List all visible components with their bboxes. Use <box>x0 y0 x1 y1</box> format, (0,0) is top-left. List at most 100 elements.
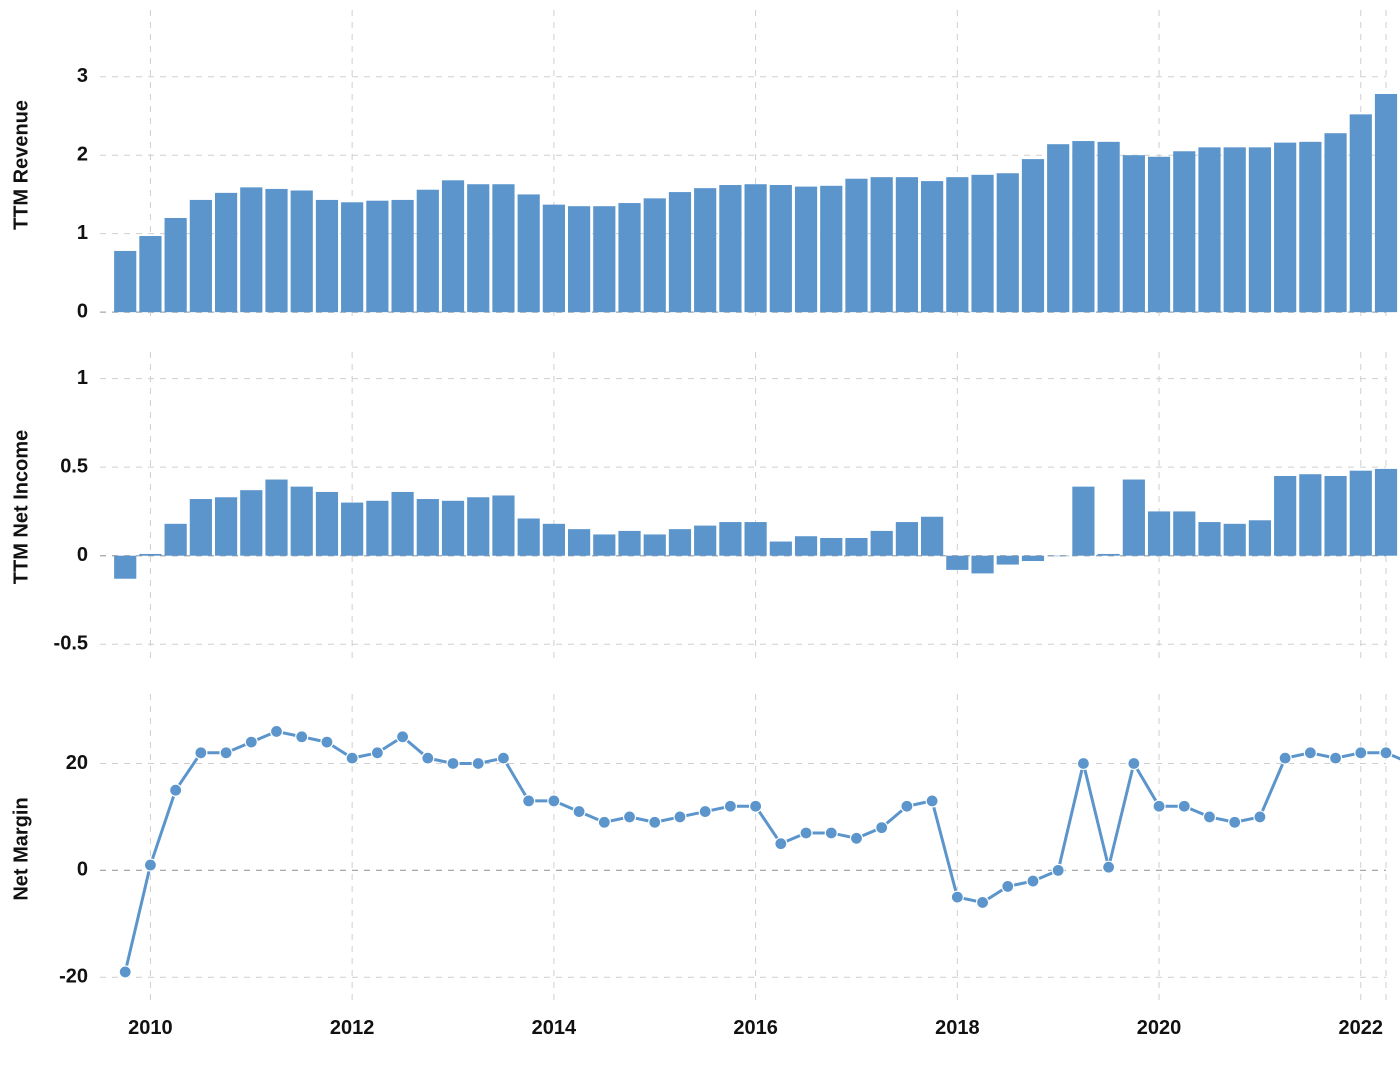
bar <box>871 177 893 312</box>
bar <box>694 526 716 556</box>
bar <box>770 185 792 312</box>
line-marker <box>422 752 434 764</box>
bar <box>1350 114 1372 312</box>
bar <box>795 536 817 555</box>
bar <box>845 538 867 556</box>
axis-title-margin: Net Margin <box>10 797 32 900</box>
bar <box>871 531 893 556</box>
bar <box>417 190 439 312</box>
line-marker <box>1380 747 1392 759</box>
bar <box>1148 511 1170 555</box>
bar <box>265 189 287 312</box>
chart-container: 0123TTM Revenue-0.500.51TTM Net Income -2… <box>0 0 1400 1070</box>
bar <box>593 534 615 555</box>
bar <box>1324 476 1346 556</box>
bar <box>316 492 338 556</box>
bar <box>946 177 968 312</box>
bar <box>1098 554 1120 556</box>
line-marker <box>170 784 182 796</box>
line-marker <box>1002 880 1014 892</box>
y-tick-label: 0 <box>77 859 88 881</box>
bar <box>391 492 413 556</box>
line-marker <box>977 896 989 908</box>
bar <box>215 193 237 312</box>
bar <box>618 203 640 312</box>
line-marker <box>195 747 207 759</box>
line-marker <box>220 747 232 759</box>
bar <box>492 184 514 312</box>
bar <box>1173 511 1195 555</box>
line-series <box>125 726 1400 972</box>
bar <box>1224 147 1246 312</box>
line-marker <box>1027 875 1039 887</box>
bar <box>518 519 540 556</box>
bar <box>1249 147 1271 312</box>
bar <box>1274 143 1296 313</box>
bar <box>694 188 716 312</box>
line-marker <box>674 811 686 823</box>
bar <box>1274 476 1296 556</box>
y-tick-label: -20 <box>59 966 88 988</box>
line-marker <box>649 816 661 828</box>
line-marker <box>523 795 535 807</box>
bar <box>618 531 640 556</box>
bar <box>240 490 262 556</box>
line-marker <box>825 827 837 839</box>
line-marker <box>598 816 610 828</box>
bar <box>366 201 388 312</box>
x-tick-label: 2020 <box>1137 1017 1182 1039</box>
line-marker <box>1355 747 1367 759</box>
bar <box>1047 556 1069 557</box>
bar <box>240 187 262 312</box>
line-marker <box>397 731 409 743</box>
bar <box>366 501 388 556</box>
bar <box>467 497 489 555</box>
bar <box>669 192 691 312</box>
x-tick-label: 2014 <box>532 1017 577 1039</box>
x-tick-label: 2012 <box>330 1017 375 1039</box>
bar <box>165 524 187 556</box>
bar <box>442 180 464 312</box>
bar <box>1022 556 1044 561</box>
line-marker <box>573 806 585 818</box>
panel-netincome: -0.500.51TTM Net Income <box>10 352 1400 662</box>
y-tick-label: 1 <box>77 222 88 244</box>
bar <box>1123 155 1145 312</box>
line-marker <box>1153 800 1165 812</box>
bar <box>543 205 565 313</box>
bar <box>543 524 565 556</box>
bar <box>1072 141 1094 312</box>
bar <box>1148 157 1170 312</box>
bar <box>795 187 817 313</box>
bar <box>971 556 993 574</box>
bar <box>518 194 540 312</box>
bar <box>165 218 187 312</box>
y-tick-label: 3 <box>77 65 88 87</box>
bar <box>215 497 237 555</box>
bar <box>417 499 439 556</box>
line-marker <box>1103 861 1115 873</box>
line-marker <box>775 838 787 850</box>
bar <box>442 501 464 556</box>
line-marker <box>144 859 156 871</box>
bar <box>971 175 993 312</box>
line-marker <box>1178 800 1190 812</box>
line-marker <box>1077 757 1089 769</box>
panel-margin: -20020Net Margin <box>10 694 1400 1004</box>
bar <box>1224 524 1246 556</box>
bar <box>719 185 741 312</box>
bar <box>291 487 313 556</box>
bar <box>770 542 792 556</box>
bar <box>820 538 842 556</box>
bar <box>644 198 666 312</box>
bar <box>1022 159 1044 312</box>
line-marker <box>1052 864 1064 876</box>
bar <box>593 206 615 312</box>
bar <box>845 179 867 312</box>
line-marker <box>119 966 131 978</box>
line-marker <box>296 731 308 743</box>
bar <box>316 200 338 312</box>
bar <box>644 534 666 555</box>
panel-revenue: 0123TTM Revenue <box>10 10 1400 322</box>
line-marker <box>371 747 383 759</box>
